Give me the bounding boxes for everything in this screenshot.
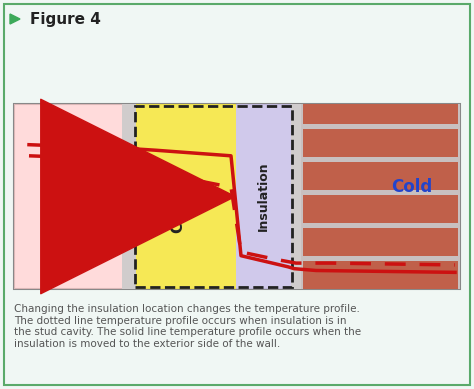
Bar bbox=[14, 104, 124, 289]
Bar bbox=[301, 104, 460, 289]
Bar bbox=[236, 104, 291, 289]
Bar bbox=[360, 104, 460, 289]
Bar bbox=[303, 162, 458, 190]
Bar bbox=[303, 104, 458, 124]
Bar bbox=[136, 104, 236, 289]
Polygon shape bbox=[10, 14, 20, 24]
Bar bbox=[291, 104, 301, 289]
Bar bbox=[303, 129, 458, 157]
Text: Cavity: Cavity bbox=[171, 179, 185, 233]
Text: Insulation: Insulation bbox=[257, 162, 270, 231]
Text: Figure 4: Figure 4 bbox=[30, 12, 101, 26]
Bar bbox=[303, 228, 458, 256]
Bar bbox=[8, 284, 466, 294]
Bar bbox=[14, 104, 460, 289]
Bar bbox=[122, 104, 136, 289]
Bar bbox=[303, 195, 458, 223]
Bar bbox=[303, 261, 458, 289]
Text: Cold: Cold bbox=[392, 178, 433, 196]
Bar bbox=[135, 106, 292, 287]
Text: Warm: Warm bbox=[42, 178, 96, 196]
Text: Changing the insulation location changes the temperature profile.
The dotted lin: Changing the insulation location changes… bbox=[14, 304, 361, 349]
